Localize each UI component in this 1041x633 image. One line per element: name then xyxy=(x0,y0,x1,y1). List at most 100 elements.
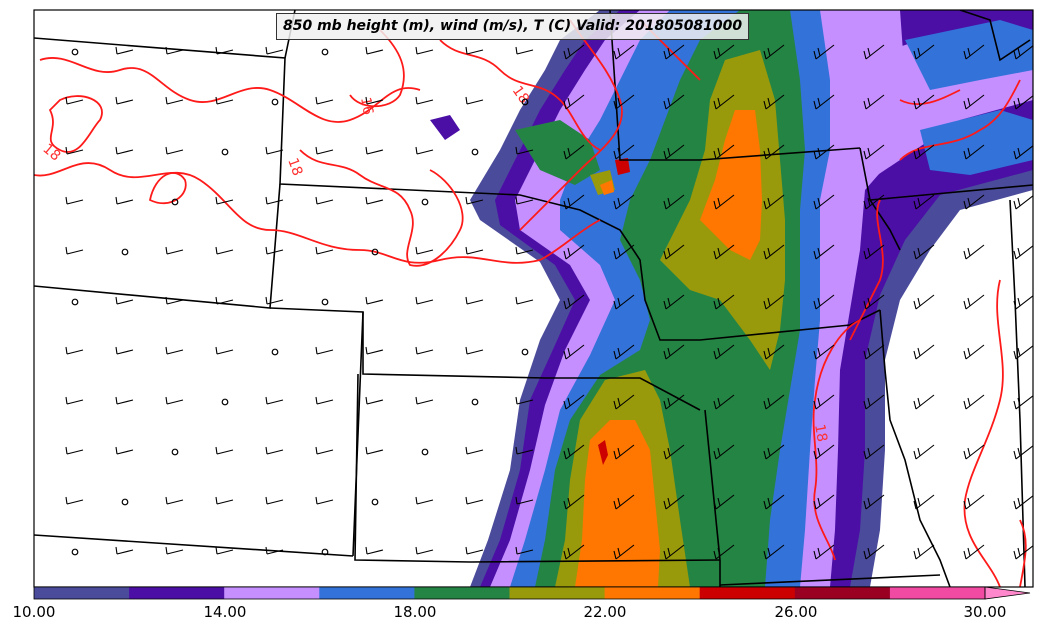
wind-barb xyxy=(663,344,685,360)
wind-barb xyxy=(613,44,635,60)
wind-barb xyxy=(465,496,484,505)
wind-barb xyxy=(713,494,735,510)
wind-barb xyxy=(613,394,635,410)
wind-barb xyxy=(913,244,935,260)
wind-barb xyxy=(215,296,234,305)
wind-barb xyxy=(763,194,785,210)
wind-barb xyxy=(515,396,534,405)
map-title: 850 mb height (m), wind (m/s), T (C) Val… xyxy=(276,13,750,40)
wind-barb xyxy=(763,344,785,360)
wind-barb xyxy=(613,94,635,110)
wind-barbs xyxy=(65,44,1033,560)
colorbar-segment xyxy=(889,587,986,599)
wind-barb xyxy=(421,448,429,456)
colorbar-segment xyxy=(414,587,510,599)
wind-barb xyxy=(813,144,835,160)
wind-barb xyxy=(913,344,935,360)
wind-barb xyxy=(563,444,585,460)
wind-barb xyxy=(563,544,585,560)
wind-barb xyxy=(271,348,279,356)
wind-barb xyxy=(465,196,484,205)
wind-barb xyxy=(913,194,935,210)
wind-barb xyxy=(763,544,785,560)
wind-barb xyxy=(613,344,635,360)
wind-barb xyxy=(863,144,885,160)
wind-barb xyxy=(515,246,534,255)
wind-barb xyxy=(913,544,935,560)
wind-barb xyxy=(165,246,184,255)
wind-barb xyxy=(65,346,84,355)
wind-barb xyxy=(165,396,184,405)
temperature-contours xyxy=(34,19,1027,587)
colorbar-extend-arrow xyxy=(984,586,1031,600)
wind-barb xyxy=(415,296,434,305)
wind-barb xyxy=(613,544,635,560)
wind-barb xyxy=(315,146,334,155)
wind-barb xyxy=(115,96,134,105)
wind-barb xyxy=(65,146,84,155)
wind-barb xyxy=(65,396,84,405)
wind-barb xyxy=(215,46,234,55)
wind-barb xyxy=(563,94,585,110)
wind-barb xyxy=(365,296,384,305)
wind-barb xyxy=(813,394,835,410)
wind-barb xyxy=(165,546,184,555)
wind-barb xyxy=(763,394,785,410)
wind-barb xyxy=(863,544,885,560)
wind-barb xyxy=(315,346,334,355)
wind-barb xyxy=(315,396,334,405)
colorbar-tick-label: 26.00 xyxy=(775,603,818,621)
wind-barb xyxy=(415,346,434,355)
wind-barb xyxy=(515,546,534,555)
wind-barb xyxy=(115,546,134,555)
wind-barb xyxy=(65,496,84,505)
wind-barb xyxy=(221,148,229,156)
wind-barb xyxy=(1013,345,1033,360)
colorbar-tick-label: 10.00 xyxy=(13,603,56,621)
wind-barb xyxy=(365,446,384,455)
wind-barb xyxy=(65,246,84,255)
wind-barb xyxy=(265,246,284,255)
wind-barb xyxy=(265,446,284,455)
wind-barb xyxy=(663,94,685,110)
wind-barb xyxy=(121,248,129,256)
wind-barb xyxy=(521,98,529,106)
wind-barb xyxy=(663,44,685,60)
wind-barb xyxy=(563,294,585,310)
wind-barb xyxy=(315,446,334,455)
wind-barb xyxy=(415,496,434,505)
wind-barb xyxy=(963,494,985,510)
wind-barb xyxy=(415,246,434,255)
wind-barb xyxy=(963,344,985,360)
wind-barb xyxy=(613,494,635,510)
wind-barb xyxy=(1013,145,1033,160)
wind-barb xyxy=(515,496,534,505)
wind-barb xyxy=(1013,295,1033,310)
wind-barb xyxy=(713,244,735,260)
wind-barb xyxy=(115,446,134,455)
wind-barb xyxy=(613,294,635,310)
wind-barb xyxy=(315,496,334,505)
wind-barb xyxy=(663,494,685,510)
wind-barb xyxy=(265,146,284,155)
wind-barb xyxy=(165,96,184,105)
wind-barb xyxy=(315,246,334,255)
wind-barb xyxy=(265,196,284,205)
wind-barb xyxy=(813,344,835,360)
wind-barb xyxy=(471,148,479,156)
wind-barb xyxy=(963,444,985,460)
wind-barb xyxy=(365,46,384,55)
wind-barb xyxy=(465,46,484,55)
wind-barb xyxy=(963,544,985,560)
wind-barb xyxy=(813,94,835,110)
wind-barb xyxy=(763,144,785,160)
wind-barb xyxy=(963,144,985,160)
wind-barb xyxy=(613,444,635,460)
wind-barb xyxy=(1013,395,1033,410)
wind-barb xyxy=(165,296,184,305)
wind-barb xyxy=(471,398,479,406)
wind-barb xyxy=(321,298,329,306)
wind-barb xyxy=(863,394,885,410)
wind-barb xyxy=(165,146,184,155)
wind-barb xyxy=(563,44,585,60)
